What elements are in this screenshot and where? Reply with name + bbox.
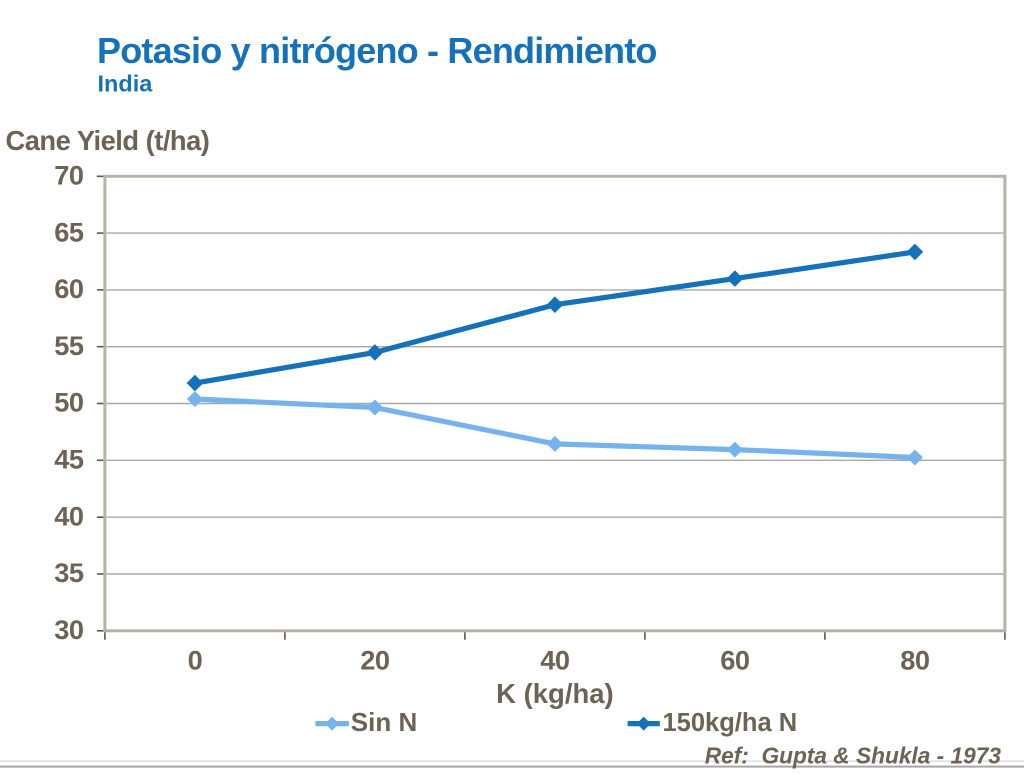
svg-text:45: 45 [54, 444, 84, 475]
svg-text:60: 60 [54, 273, 83, 304]
svg-text:0: 0 [188, 644, 203, 675]
svg-text:Ref: Gupta & Shukla - 1973: Ref: Gupta & Shukla - 1973 [705, 743, 1002, 769]
svg-text:Cane Yield (t/ha): Cane Yield (t/ha) [6, 125, 210, 156]
svg-text:150kg/ha N: 150kg/ha N [663, 709, 798, 737]
svg-text:40: 40 [540, 644, 569, 675]
svg-text:50: 50 [54, 387, 83, 418]
svg-text:70: 70 [54, 160, 83, 191]
svg-text:80: 80 [900, 644, 929, 675]
svg-text:Potasio y nitrógeno - Rendimie: Potasio y nitrógeno - Rendimiento [97, 30, 657, 71]
svg-text:20: 20 [360, 644, 389, 675]
svg-text:India: India [98, 71, 154, 97]
svg-text:35: 35 [54, 557, 84, 588]
svg-text:40: 40 [54, 500, 83, 531]
svg-text:30: 30 [54, 614, 83, 645]
svg-text:Sin N: Sin N [351, 707, 417, 737]
svg-text:65: 65 [54, 216, 84, 247]
svg-text:55: 55 [54, 330, 84, 361]
svg-text:60: 60 [720, 644, 749, 675]
svg-text:K (kg/ha): K (kg/ha) [496, 678, 614, 709]
